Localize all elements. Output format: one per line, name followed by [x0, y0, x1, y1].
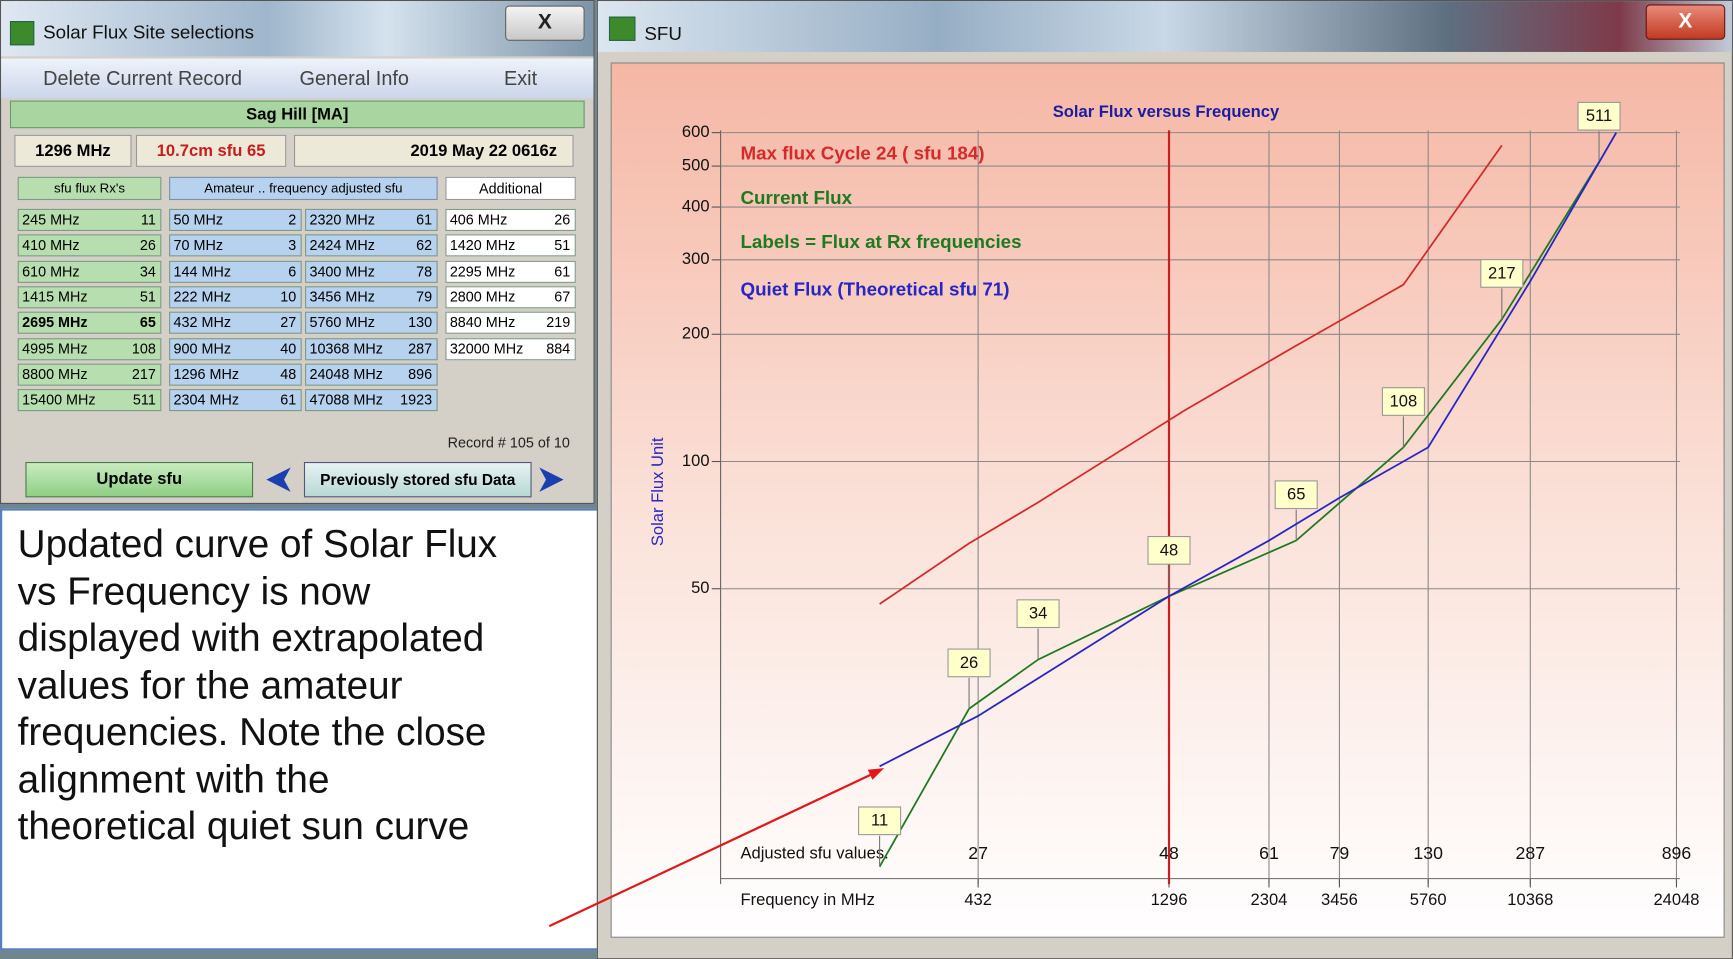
- screen: Solar Flux Site selections X Delete Curr…: [0, 0, 1733, 959]
- arrow-head: [868, 768, 884, 780]
- arrow-line: [549, 774, 873, 927]
- callout-arrow: [0, 0, 1733, 959]
